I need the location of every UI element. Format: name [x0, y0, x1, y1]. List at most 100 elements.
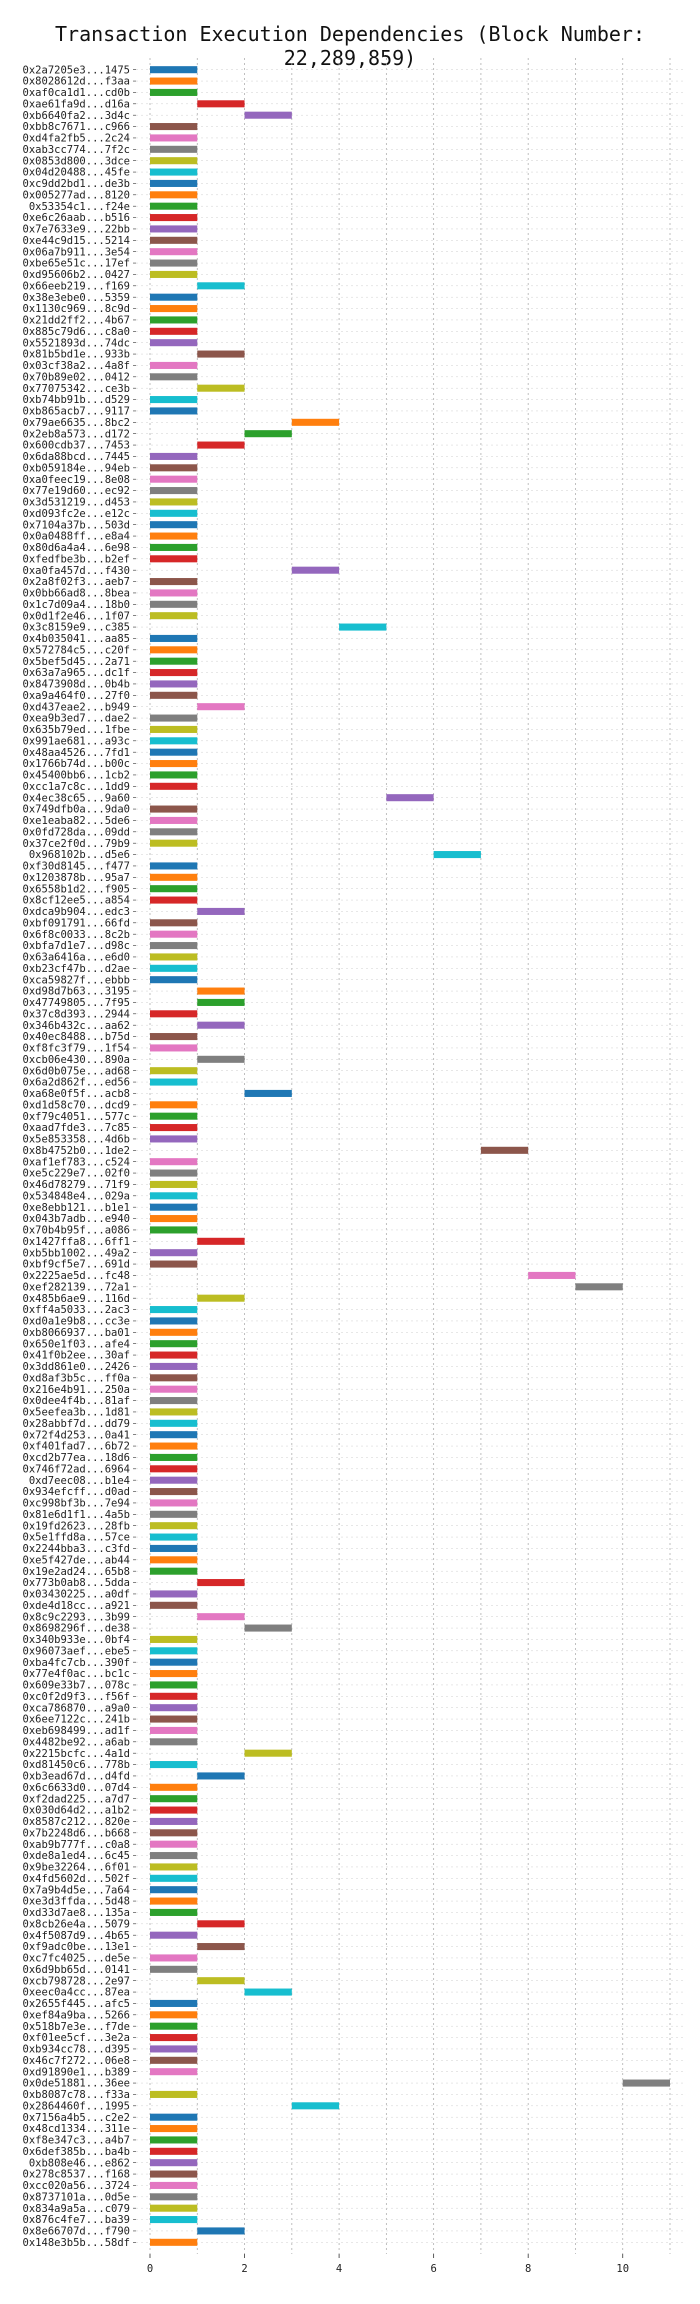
transaction-bar: [197, 1021, 245, 1029]
y-tick-label: 0x1130c969...8c9d: [23, 303, 130, 315]
transaction-bar: [150, 1874, 198, 1882]
x-tick-labels: 0 2 4 6 8 10: [147, 2254, 629, 2275]
y-tick-label: 0x96073aef...ebe5: [23, 1645, 130, 1657]
transaction-bar: [150, 2034, 198, 2042]
transaction-bar: [244, 1624, 292, 1632]
y-tick-label: 0x346b432c...aa62: [23, 1020, 130, 1032]
transaction-bar: [150, 1590, 198, 1598]
transaction-bar: [150, 612, 198, 620]
y-tick-label: 0x0bb66ad8...8bea: [23, 588, 130, 600]
y-tick-label: 0x485b6ae9...116d: [23, 1293, 130, 1305]
transaction-bar: [197, 703, 245, 711]
y-tick-label: 0x66eeb219...f169: [23, 280, 130, 292]
transaction-bar: [150, 1101, 198, 1109]
transaction-bar: [150, 77, 198, 85]
y-tick-label: 0x4fd5602d...502f: [23, 1873, 130, 1885]
y-tick-label: 0xbfa7d1e7...d98c: [23, 940, 130, 952]
transaction-bar: [150, 714, 198, 722]
y-tick-label: 0x37ce2f0d...79b9: [23, 838, 130, 850]
transaction-bar: [150, 2136, 198, 2144]
transaction-bar: [150, 1647, 198, 1655]
y-tick-label: 0x41f0b2ee...30af: [23, 1350, 130, 1362]
transaction-bar: [150, 407, 198, 415]
y-tick-label: 0xaad7fde3...7c85: [23, 1122, 130, 1134]
bars: [150, 66, 670, 2246]
transaction-bar: [150, 1908, 198, 1916]
y-tick-label: 0x38e3ebe0...5359: [23, 292, 130, 304]
transaction-bar: [150, 2056, 198, 2064]
y-tick-label: 0x06a7b911...3e54: [23, 246, 130, 258]
y-tick-label: 0xf401fad7...6b72: [23, 1441, 130, 1453]
y-tick-label: 0x2244bba3...c3fd: [23, 1543, 130, 1555]
y-tick-label: 0x6def385b...ba4b: [23, 2146, 130, 2158]
transaction-bar: [150, 1931, 198, 1939]
y-tick-label: 0x28abbf7d...dd79: [23, 1418, 130, 1430]
transaction-bar: [150, 396, 198, 404]
y-tick-label: 0x991ae681...a93c: [23, 735, 130, 747]
x-tick-label: 10: [616, 2263, 629, 2275]
transaction-bar: [150, 1965, 198, 1973]
y-tick-label: 0xf8e347c3...a4b7: [23, 2135, 130, 2147]
transaction-bar: [197, 1920, 245, 1928]
y-tick-label: 0xf01ee5cf...3e2a: [23, 2032, 130, 2044]
y-tick-label: 0x6a2d862f...ed56: [23, 1077, 130, 1089]
transaction-bar: [150, 1886, 198, 1894]
transaction-bar: [244, 1988, 292, 1996]
y-tick-label: 0x63a6416a...e6d0: [23, 952, 130, 964]
transaction-bar: [150, 2216, 198, 2224]
y-tick-label: 0x80d6a4a4...6e98: [23, 542, 130, 554]
y-tick-label: 0xe1eaba82...5de6: [23, 815, 130, 827]
y-tick-label: 0x2a8f02f3...aeb7: [23, 576, 130, 588]
transaction-bar: [386, 794, 434, 802]
transaction-bar: [150, 1453, 198, 1461]
y-tick-label: 0x6da88bcd...7445: [23, 451, 130, 463]
transaction-bar: [197, 1772, 245, 1780]
transaction-bar: [150, 521, 198, 529]
y-tick-label: 0x45400bb6...1cb2: [23, 770, 130, 782]
transaction-bar: [150, 669, 198, 677]
y-tick-label: 0x2864460f...1995: [23, 2100, 130, 2112]
y-tick-label: 0x278c8537...f168: [23, 2169, 130, 2181]
transaction-bar: [150, 782, 198, 790]
transaction-bar: [150, 270, 198, 278]
y-tick-label: 0xde8a1ed4...6c45: [23, 1850, 130, 1862]
y-tick-label: 0x7b2248d6...b668: [23, 1827, 130, 1839]
transaction-bar: [150, 1044, 198, 1052]
y-tick-label: 0x7a9b4d5e...7a64: [23, 1884, 130, 1896]
transaction-bar: [150, 1419, 198, 1427]
transaction-bar: [197, 384, 245, 392]
y-tick-label: 0x8e66707d...f790: [23, 2226, 130, 2238]
transaction-bar: [150, 953, 198, 961]
transaction-bar: [150, 1362, 198, 1370]
transaction-bar: [150, 1078, 198, 1086]
transaction-bar: [150, 1306, 198, 1314]
transaction-bar: [150, 452, 198, 460]
transaction-bar: [244, 430, 292, 438]
y-tick-label: 0x48cd1334...311e: [23, 2123, 130, 2135]
transaction-bar: [291, 2102, 340, 2110]
transaction-bar: [197, 1579, 245, 1587]
transaction-bar: [150, 737, 198, 745]
transaction-bar: [150, 145, 198, 153]
y-tick-label: 0xc0f2d9f3...f56f: [23, 1691, 130, 1703]
y-tick-label: 0x0d1f2e46...1f07: [23, 610, 130, 622]
x-tick-label: 0: [147, 2263, 153, 2275]
transaction-bar: [150, 1544, 198, 1552]
y-tick-label: 0xc7fc4025...de5e: [23, 1953, 130, 1965]
y-tick-label: 0x3c8159e9...c385: [23, 622, 130, 634]
y-tick-label: 0x5e853358...4d6b: [23, 1134, 130, 1146]
transaction-bar: [150, 942, 198, 950]
transaction-bar: [244, 1749, 292, 1757]
transaction-bar: [150, 1010, 198, 1018]
y-tick-label: 0x885c79d6...c8a0: [23, 326, 130, 338]
transaction-bar: [150, 498, 198, 506]
y-tick-label: 0x48aa4526...7fd1: [23, 747, 130, 759]
y-tick-label: 0xba4fc7cb...390f: [23, 1657, 130, 1669]
y-tick-label: 0x0fd728da...09dd: [23, 826, 130, 838]
transaction-bar: [150, 305, 198, 313]
y-tick-label: 0xd1d58c70...dcd9: [23, 1099, 130, 1111]
transaction-bar: [150, 543, 198, 551]
y-tick-label: 0xea9b3ed7...dae2: [23, 713, 130, 725]
y-tick-label: 0x81e6d1f1...4a5b: [23, 1509, 130, 1521]
